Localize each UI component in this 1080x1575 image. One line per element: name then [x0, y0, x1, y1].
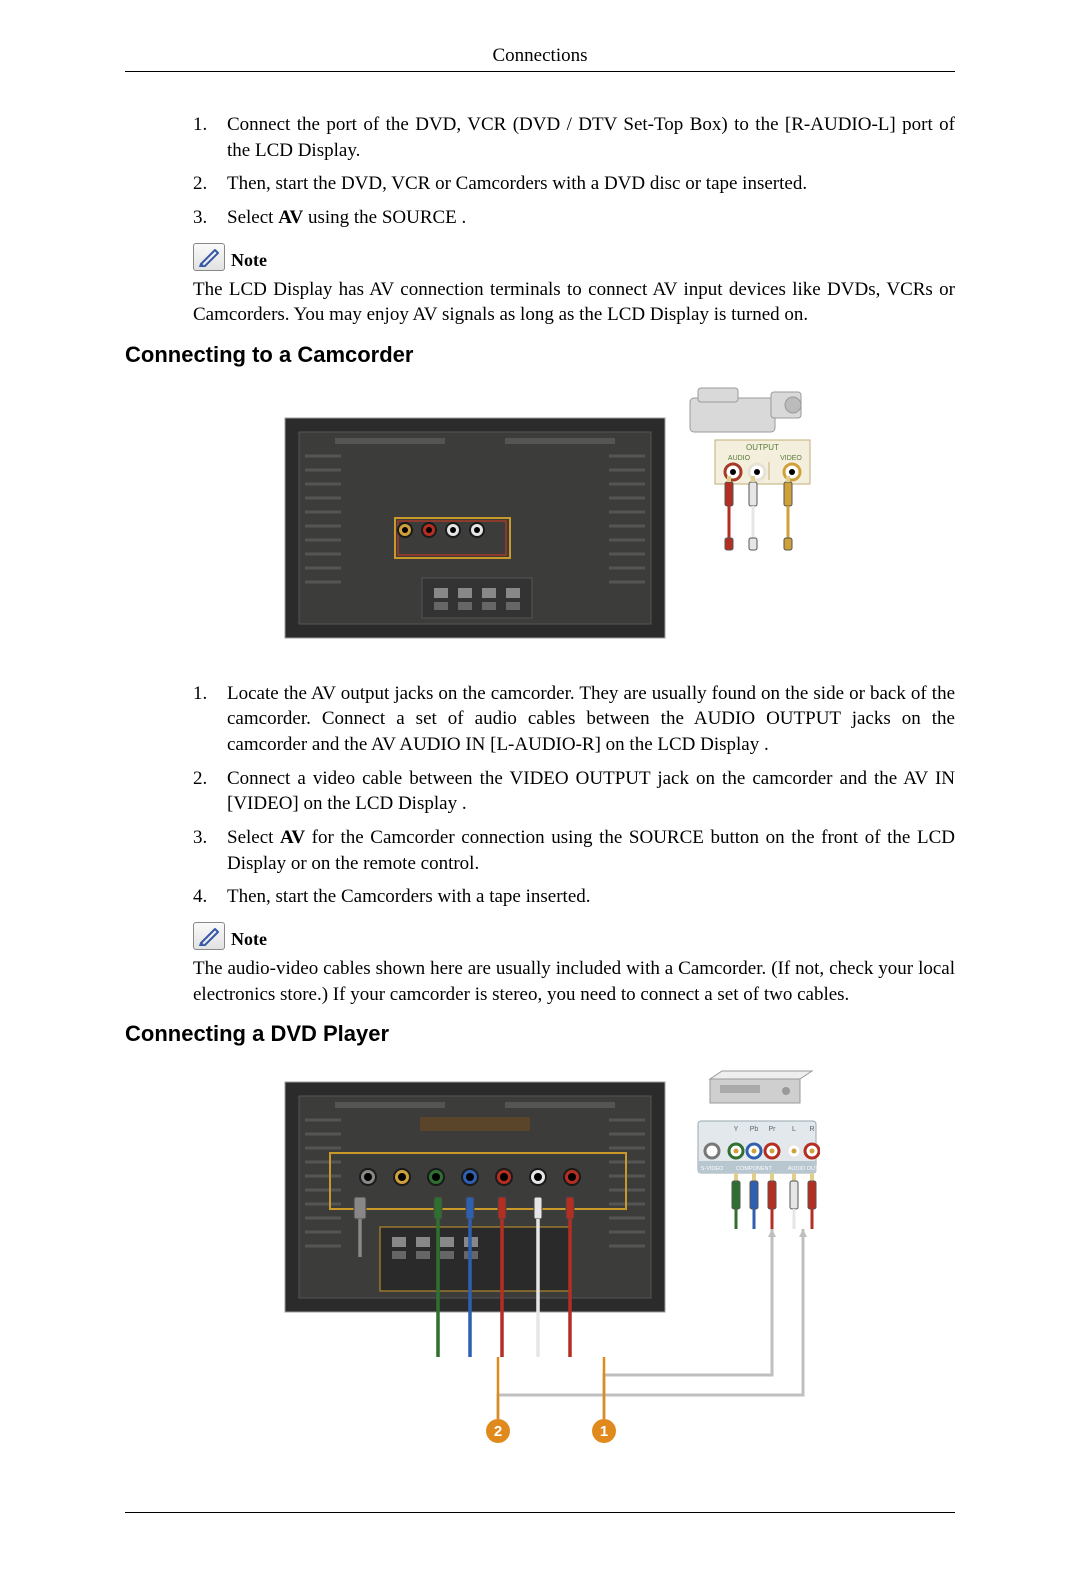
list-item-text: Connect the port of the DVD, VCR (DVD / … [227, 112, 955, 163]
note-label: Note [231, 250, 267, 271]
list-item-number: 3. [193, 825, 227, 876]
list-item-number: 4. [193, 884, 227, 910]
note-icon [193, 922, 225, 950]
section2-heading: Connecting to a Camcorder [125, 342, 955, 368]
list-item-text: Then, start the Camcorders with a tape i… [227, 884, 955, 910]
list-item-text: Then, start the DVD, VCR or Camcorders w… [227, 171, 955, 197]
section3-heading: Connecting a DVD Player [125, 1021, 955, 1047]
list-item-number: 3. [193, 205, 227, 231]
list-item-text: Connect a video cable between the VIDEO … [227, 766, 955, 817]
svg-text:1: 1 [600, 1423, 608, 1440]
svg-text:COMPONENT: COMPONENT [736, 1166, 772, 1172]
svg-text:L: L [792, 1126, 796, 1133]
list-item-number: 2. [193, 171, 227, 197]
svg-text:Pb: Pb [750, 1126, 759, 1133]
list-item-number: 2. [193, 766, 227, 817]
section2-note-body: The audio-video cables shown here are us… [193, 956, 955, 1007]
page-header: Connections [125, 45, 955, 72]
svg-text:Pr: Pr [769, 1126, 777, 1133]
list-item-number: 1. [193, 112, 227, 163]
svg-text:Y: Y [734, 1126, 739, 1133]
note-label: Note [231, 929, 267, 950]
section2-steps: 1.Locate the AV output jacks on the camc… [193, 681, 955, 910]
list-item-number: 1. [193, 681, 227, 758]
svg-text:R: R [809, 1126, 814, 1133]
svg-text:VIDEO: VIDEO [780, 455, 802, 462]
page-footer-line [125, 1512, 955, 1515]
note-icon [193, 243, 225, 271]
list-item: 1.Locate the AV output jacks on the camc… [193, 681, 955, 758]
svg-text:S-VIDEO: S-VIDEO [701, 1166, 724, 1172]
list-item: 3.Select AV for the Camcorder connection… [193, 825, 955, 876]
list-item-text: Select AV using the SOURCE . [227, 205, 955, 231]
list-item: 2.Connect a video cable between the VIDE… [193, 766, 955, 817]
section3-diagram: Y Pb Pr L R S-VIDEO COMPONENT AUDIO OUT 1 2 [125, 1057, 955, 1482]
svg-text:OUTPUT: OUTPUT [746, 443, 779, 452]
list-item: 3.Select AV using the SOURCE . [193, 205, 955, 231]
svg-text:AUDIO OUT: AUDIO OUT [788, 1166, 819, 1172]
list-item-text: Locate the AV output jacks on the camcor… [227, 681, 955, 758]
section1-steps: 1.Connect the port of the DVD, VCR (DVD … [193, 112, 955, 231]
section1-note-row: Note [193, 243, 955, 271]
section2-diagram: OUTPUT AUDIO VIDEO [125, 378, 955, 663]
svg-text:2: 2 [494, 1423, 502, 1440]
svg-text:AUDIO: AUDIO [728, 455, 751, 462]
list-item: 1.Connect the port of the DVD, VCR (DVD … [193, 112, 955, 163]
section2-note-row: Note [193, 922, 955, 950]
list-item: 4.Then, start the Camcorders with a tape… [193, 884, 955, 910]
list-item-text: Select AV for the Camcorder connection u… [227, 825, 955, 876]
section1-note-body: The LCD Display has AV connection termin… [193, 277, 955, 328]
list-item: 2.Then, start the DVD, VCR or Camcorders… [193, 171, 955, 197]
